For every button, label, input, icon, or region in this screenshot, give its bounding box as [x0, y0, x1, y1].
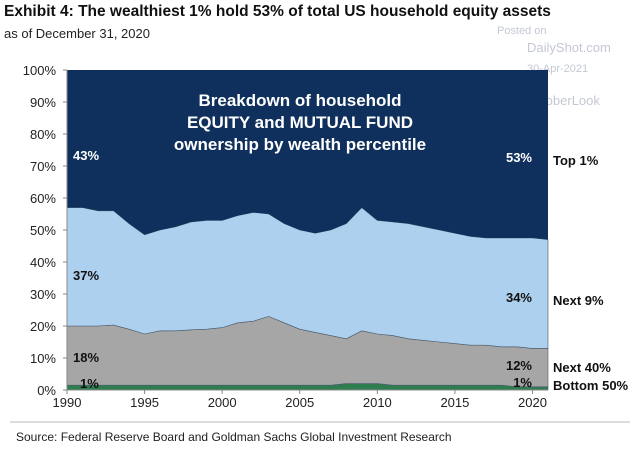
x-tick-label: 2000	[208, 395, 237, 410]
x-tick-label: 1990	[53, 395, 82, 410]
y-tick-label: 80%	[30, 127, 56, 142]
end-value-label: 1%	[513, 375, 532, 390]
series-label: Next 9%	[553, 293, 604, 308]
area-top-1-	[67, 70, 548, 240]
x-tick-label: 1995	[130, 395, 159, 410]
y-tick-label: 70%	[30, 159, 56, 174]
y-tick-label: 60%	[30, 191, 56, 206]
series-label: Bottom 50%	[553, 378, 629, 393]
series-label: Top 1%	[553, 153, 599, 168]
end-value-label: 12%	[506, 358, 532, 373]
exhibit-title: Exhibit 4: The wealthiest 1% hold 53% of…	[4, 3, 551, 20]
x-tick-label: 2015	[440, 395, 469, 410]
end-value-label: 34%	[506, 290, 532, 305]
exhibit-subtitle: as of December 31, 2020	[4, 26, 150, 41]
end-value-label: 53%	[506, 150, 532, 165]
y-tick-label: 30%	[30, 287, 56, 302]
start-value-label: 37%	[73, 268, 99, 283]
y-tick-label: 10%	[30, 351, 56, 366]
watermark-site: DailyShot.com	[527, 40, 611, 55]
watermark-posted: Posted on	[497, 25, 547, 37]
series-label: Next 40%	[553, 360, 611, 375]
x-tick-label: 2005	[285, 395, 314, 410]
y-tick-label: 100%	[23, 63, 57, 78]
y-tick-label: 20%	[30, 319, 56, 334]
y-tick-label: 0%	[37, 383, 56, 398]
chart-title-line: Breakdown of household	[198, 91, 401, 110]
start-value-label: 43%	[73, 148, 99, 163]
y-tick-label: 90%	[30, 95, 56, 110]
chart-title-line: ownership by wealth percentile	[174, 135, 426, 154]
source-note: Source: Federal Reserve Board and Goldma…	[16, 430, 452, 444]
start-value-label: 1%	[80, 376, 99, 391]
x-tick-label: 2010	[363, 395, 392, 410]
start-value-label: 18%	[73, 350, 99, 365]
chart-title-line: EQUITY and MUTUAL FUND	[187, 113, 413, 132]
x-tick-label: 2020	[518, 395, 547, 410]
y-tick-label: 50%	[30, 223, 56, 238]
y-tick-label: 40%	[30, 255, 56, 270]
watermark-brand: SoberLook	[537, 93, 600, 108]
